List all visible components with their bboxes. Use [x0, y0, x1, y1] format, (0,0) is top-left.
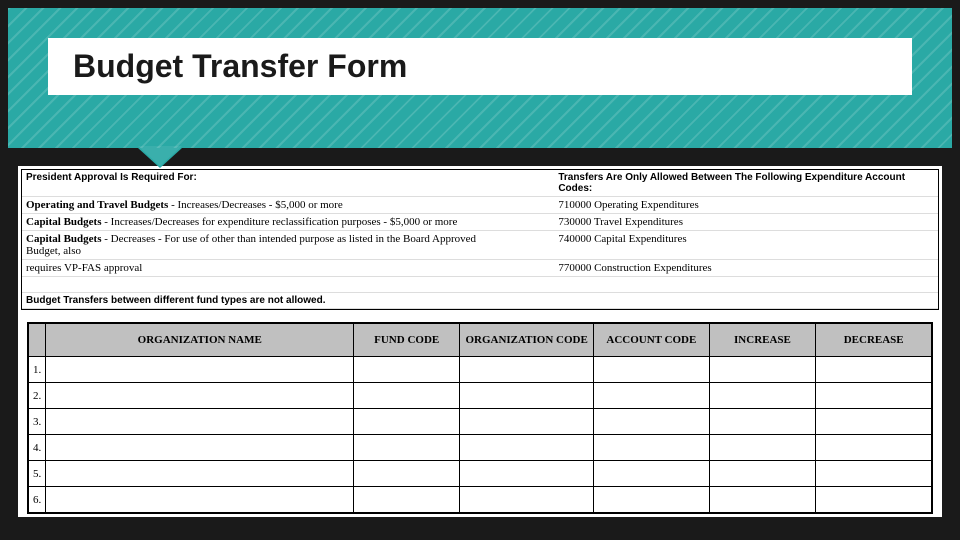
cell-inc[interactable]: [709, 435, 816, 461]
row-number: 3.: [29, 409, 46, 435]
cell-org[interactable]: [46, 357, 354, 383]
table-row: 4.: [29, 435, 932, 461]
cell-org[interactable]: [46, 487, 354, 513]
page-title: Budget Transfer Form: [48, 38, 912, 95]
cell-orgcode[interactable]: [460, 383, 594, 409]
cell-inc[interactable]: [709, 383, 816, 409]
cell-fund[interactable]: [354, 487, 460, 513]
left-rule-2: Capital Budgets - Increases/Decreases fo…: [22, 214, 498, 231]
row-number: 1.: [29, 357, 46, 383]
cell-acct[interactable]: [594, 409, 709, 435]
cell-org[interactable]: [46, 435, 354, 461]
table-row: 2.: [29, 383, 932, 409]
col-org: ORGANIZATION NAME: [46, 324, 354, 357]
content-area: President Approval Is Required For: Tran…: [18, 166, 942, 517]
table-row: 6.: [29, 487, 932, 513]
notch-decoration: [138, 148, 182, 168]
cell-acct[interactable]: [594, 383, 709, 409]
cell-acct[interactable]: [594, 461, 709, 487]
left-heading: President Approval Is Required For:: [22, 170, 498, 197]
row-number: 6.: [29, 487, 46, 513]
rownum-header: [29, 324, 46, 357]
right-code-1: 710000 Operating Expenditures: [498, 197, 938, 214]
cell-org[interactable]: [46, 409, 354, 435]
col-inc: INCREASE: [709, 324, 816, 357]
rules-table: President Approval Is Required For: Tran…: [22, 170, 938, 309]
cell-orgcode[interactable]: [460, 487, 594, 513]
right-code-4: 770000 Construction Expenditures: [498, 260, 938, 277]
cell-acct[interactable]: [594, 435, 709, 461]
cell-inc[interactable]: [709, 409, 816, 435]
cell-fund[interactable]: [354, 409, 460, 435]
right-code-2: 730000 Travel Expenditures: [498, 214, 938, 231]
cell-dec[interactable]: [816, 435, 932, 461]
right-code-3: 740000 Capital Expenditures: [498, 231, 938, 260]
cell-acct[interactable]: [594, 487, 709, 513]
col-acct: ACCOUNT CODE: [594, 324, 709, 357]
right-heading: Transfers Are Only Allowed Between The F…: [498, 170, 938, 197]
col-dec: DECREASE: [816, 324, 932, 357]
row-number: 2.: [29, 383, 46, 409]
grid-header-row: ORGANIZATION NAME FUND CODE ORGANIZATION…: [29, 324, 932, 357]
slide-container: Budget Transfer Form President Approval …: [0, 0, 960, 540]
entry-grid: ORGANIZATION NAME FUND CODE ORGANIZATION…: [28, 323, 932, 513]
col-orgcode: ORGANIZATION CODE: [460, 324, 594, 357]
cell-fund[interactable]: [354, 435, 460, 461]
cell-org[interactable]: [46, 461, 354, 487]
row-number: 5.: [29, 461, 46, 487]
cell-inc[interactable]: [709, 487, 816, 513]
grid-body: 1. 2.: [29, 357, 932, 513]
cell-orgcode[interactable]: [460, 461, 594, 487]
cell-fund[interactable]: [354, 357, 460, 383]
cell-orgcode[interactable]: [460, 409, 594, 435]
cell-fund[interactable]: [354, 383, 460, 409]
cell-dec[interactable]: [816, 357, 932, 383]
table-row: 1.: [29, 357, 932, 383]
header-band: Budget Transfer Form: [8, 8, 952, 148]
table-row: 3.: [29, 409, 932, 435]
cell-inc[interactable]: [709, 461, 816, 487]
cell-org[interactable]: [46, 383, 354, 409]
cell-dec[interactable]: [816, 383, 932, 409]
cell-fund[interactable]: [354, 461, 460, 487]
blank-row: [22, 277, 498, 293]
cell-dec[interactable]: [816, 461, 932, 487]
cell-orgcode[interactable]: [460, 357, 594, 383]
left-rule-4: requires VP-FAS approval: [22, 260, 498, 277]
row-number: 4.: [29, 435, 46, 461]
table-row: 5.: [29, 461, 932, 487]
cell-dec[interactable]: [816, 487, 932, 513]
entry-grid-box: ORGANIZATION NAME FUND CODE ORGANIZATION…: [27, 322, 933, 514]
left-rule-1: Operating and Travel Budgets - Increases…: [22, 197, 498, 214]
cell-dec[interactable]: [816, 409, 932, 435]
rules-box: President Approval Is Required For: Tran…: [21, 169, 939, 310]
col-fund: FUND CODE: [354, 324, 460, 357]
cell-inc[interactable]: [709, 357, 816, 383]
cell-orgcode[interactable]: [460, 435, 594, 461]
left-rule-3: Capital Budgets - Decreases - For use of…: [22, 231, 498, 260]
left-footer: Budget Transfers between different fund …: [22, 293, 938, 309]
cell-acct[interactable]: [594, 357, 709, 383]
